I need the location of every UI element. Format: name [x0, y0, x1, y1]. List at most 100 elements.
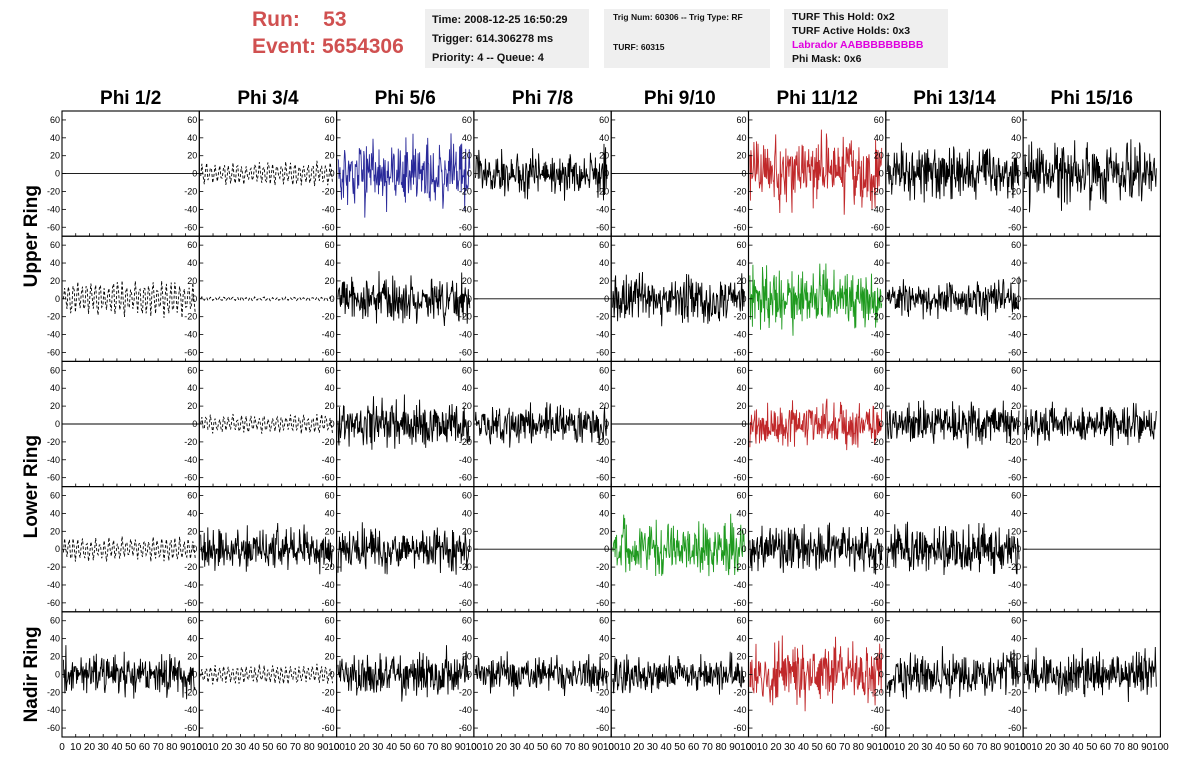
- y-tick-label: 0: [741, 294, 746, 304]
- y-tick-label: -60: [1008, 473, 1021, 483]
- waveform-trace: [749, 263, 883, 336]
- x-tick-label: 80: [304, 742, 316, 753]
- y-tick-label: 0: [192, 419, 197, 429]
- x-tick-label: 0: [334, 742, 340, 753]
- x-tick-label: 20: [358, 742, 370, 753]
- y-tick-label: 0: [330, 419, 335, 429]
- y-tick-label: 20: [462, 526, 472, 536]
- y-tick-label: -60: [459, 723, 472, 733]
- x-tick-label: 90: [729, 742, 741, 753]
- y-tick-label: 40: [50, 258, 60, 268]
- x-tick-label: 70: [427, 742, 439, 753]
- y-tick-label: -20: [47, 687, 60, 697]
- event-row: Event: 5654306: [252, 33, 404, 60]
- y-tick-label: 40: [50, 133, 60, 143]
- waveform-trace: [200, 663, 333, 685]
- y-tick-label: 60: [874, 240, 884, 250]
- x-tick-label: 10: [345, 742, 357, 753]
- x-tick-label: 0: [608, 742, 614, 753]
- y-tick-label: -40: [596, 705, 609, 715]
- y-tick-label: -60: [184, 598, 197, 608]
- y-tick-label: -40: [596, 330, 609, 340]
- y-tick-label: 40: [462, 634, 472, 644]
- y-tick-label: -60: [184, 222, 197, 232]
- x-tick-label: 0: [883, 742, 889, 753]
- waveform-trace: [62, 645, 196, 700]
- x-tick-label: 40: [935, 742, 947, 753]
- y-tick-label: -60: [596, 347, 609, 357]
- x-tick-label: 20: [84, 742, 96, 753]
- y-tick-label: 0: [55, 544, 60, 554]
- y-tick-label: -60: [459, 347, 472, 357]
- y-tick-label: -40: [322, 580, 335, 590]
- y-tick-label: 20: [325, 151, 335, 161]
- y-tick-label: 0: [192, 294, 197, 304]
- y-tick-label: 40: [187, 634, 197, 644]
- y-tick-label: 40: [736, 508, 746, 518]
- panel-frame: [610, 486, 750, 613]
- y-tick-label: 40: [462, 258, 472, 268]
- waveform-trace: [886, 276, 1020, 321]
- y-tick-label: 20: [50, 151, 60, 161]
- y-tick-label: 0: [741, 544, 746, 554]
- time-info-box: Time: 2008-12-25 16:50:29 Trigger: 614.3…: [425, 9, 589, 68]
- x-tick-label: 10: [619, 742, 631, 753]
- y-tick-label: -60: [596, 222, 609, 232]
- y-tick-label: -20: [322, 186, 335, 196]
- y-tick-label: -40: [322, 204, 335, 214]
- y-tick-label: 0: [879, 544, 884, 554]
- y-tick-label: -40: [596, 580, 609, 590]
- y-tick-label: 0: [192, 544, 197, 554]
- x-tick-label: 30: [372, 742, 384, 753]
- y-tick-label: -20: [184, 562, 197, 572]
- y-tick-label: 40: [462, 133, 472, 143]
- y-tick-label: 40: [325, 383, 335, 393]
- y-tick-label: 20: [736, 652, 746, 662]
- x-tick-label: 80: [990, 742, 1002, 753]
- x-tick-label: 100: [603, 742, 620, 753]
- y-tick-label: 60: [874, 491, 884, 501]
- y-tick-label: 20: [462, 652, 472, 662]
- y-tick-label: -40: [733, 580, 746, 590]
- y-tick-label: 20: [462, 401, 472, 411]
- x-tick-label: 20: [633, 742, 645, 753]
- y-tick-label: 0: [467, 544, 472, 554]
- x-tick-label: 40: [386, 742, 398, 753]
- y-tick-label: -40: [184, 580, 197, 590]
- y-tick-label: 0: [467, 669, 472, 679]
- y-tick-label: 0: [1016, 419, 1021, 429]
- column-title: Phi 11/12: [776, 88, 857, 109]
- x-tick-label: 80: [441, 742, 453, 753]
- y-tick-label: -20: [322, 437, 335, 447]
- y-tick-label: 0: [467, 169, 472, 179]
- y-tick-label: 20: [462, 276, 472, 286]
- x-tick-label: 0: [59, 742, 65, 753]
- y-tick-label: 0: [1016, 544, 1021, 554]
- turf-hold-text: TURF This Hold: 0x2: [792, 11, 895, 23]
- labrador-text: Labrador AABBBBBBBBB: [792, 39, 924, 51]
- waveform-trace: [749, 522, 883, 575]
- y-tick-label: 20: [1011, 151, 1021, 161]
- y-tick-label: -40: [733, 204, 746, 214]
- y-tick-label: 60: [50, 240, 60, 250]
- y-tick-label: -60: [1008, 723, 1021, 733]
- y-tick-label: 60: [187, 365, 197, 375]
- priority-text: Priority: 4 -- Queue: 4: [432, 52, 544, 64]
- y-tick-label: -60: [459, 473, 472, 483]
- x-tick-label: 30: [921, 742, 933, 753]
- y-tick-label: -20: [1008, 186, 1021, 196]
- run-event-header: Run: 53 Event: 5654306: [252, 6, 404, 60]
- y-tick-label: -40: [1008, 455, 1021, 465]
- x-tick-label: 40: [523, 742, 535, 753]
- x-tick-label: 30: [235, 742, 247, 753]
- y-tick-label: -20: [322, 687, 335, 697]
- x-tick-label: 100: [877, 742, 894, 753]
- y-tick-label: -40: [459, 705, 472, 715]
- y-tick-label: -20: [733, 312, 746, 322]
- y-tick-label: 40: [1011, 508, 1021, 518]
- y-tick-label: -60: [1008, 222, 1021, 232]
- y-tick-label: -60: [184, 347, 197, 357]
- x-tick-label: 70: [702, 742, 714, 753]
- waveform-trace: [886, 646, 1020, 700]
- x-tick-label: 10: [70, 742, 82, 753]
